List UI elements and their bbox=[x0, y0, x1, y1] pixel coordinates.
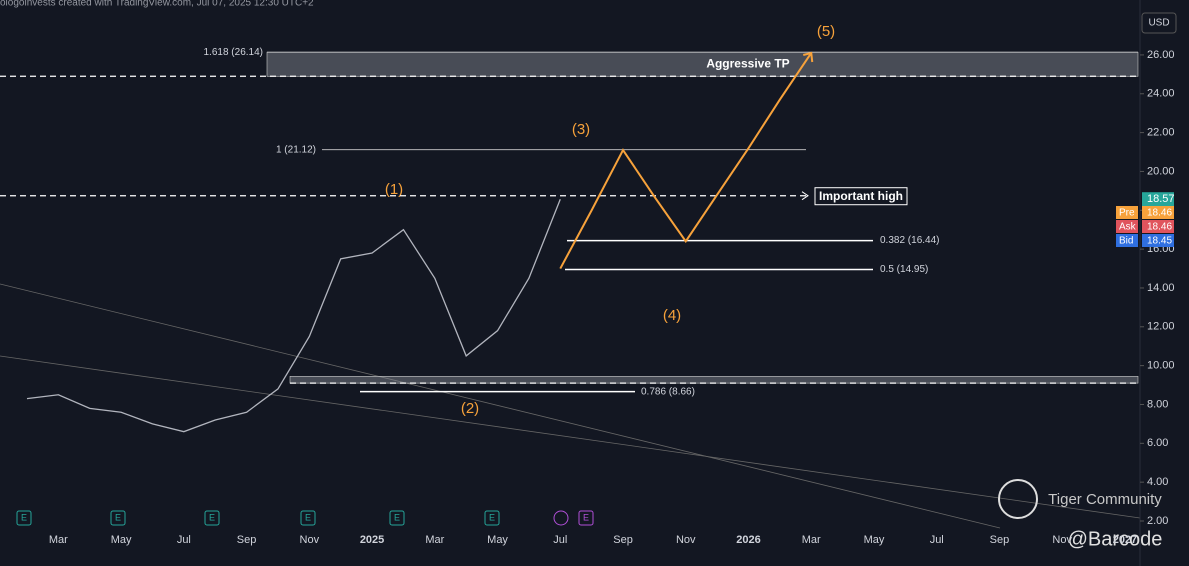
quote-box bbox=[1142, 234, 1174, 247]
earnings-marker: E bbox=[209, 512, 215, 522]
quote-name: Pre bbox=[1119, 208, 1135, 219]
watermark-logo bbox=[998, 479, 1038, 519]
label-box bbox=[814, 187, 908, 206]
currency-box bbox=[1141, 12, 1177, 34]
quote-name: Ask bbox=[1119, 222, 1137, 233]
earnings-box bbox=[204, 510, 220, 526]
quote-name-box bbox=[1116, 206, 1138, 219]
y-tick-label: 14.00 bbox=[1147, 282, 1175, 294]
earnings-box bbox=[16, 510, 32, 526]
quote-box bbox=[1142, 220, 1174, 233]
x-tick-label: Mar bbox=[425, 534, 444, 546]
x-tick-label: Mar bbox=[49, 534, 68, 546]
quote-name-box bbox=[1116, 234, 1138, 247]
x-tick-label: Sep bbox=[237, 534, 257, 546]
y-tick-label: 2.00 bbox=[1147, 515, 1168, 527]
earnings-box bbox=[300, 510, 316, 526]
price-line bbox=[26, 198, 561, 433]
x-tick-label: 2025 bbox=[360, 534, 384, 546]
watermark: @Barcode bbox=[1068, 528, 1163, 550]
x-tick-label: May bbox=[864, 534, 885, 546]
y-tick-label: 26.00 bbox=[1147, 49, 1175, 61]
earnings-marker: E bbox=[21, 512, 27, 522]
wave-label: (3) bbox=[572, 121, 590, 138]
y-tick-label: 6.00 bbox=[1147, 437, 1168, 449]
y-tick-label: 8.00 bbox=[1147, 398, 1168, 410]
level-label: 1 (21.12) bbox=[276, 144, 316, 155]
price-tag-label: 18.57 bbox=[1147, 193, 1175, 205]
earnings-box bbox=[110, 510, 126, 526]
x-tick-label: Jul bbox=[553, 534, 567, 546]
level-label: 0.382 (16.44) bbox=[880, 235, 940, 246]
earnings-marker: E bbox=[489, 512, 495, 522]
arrow-head bbox=[803, 51, 814, 63]
level-label: 1.618 (26.14) bbox=[204, 47, 264, 58]
quote-name: Bid bbox=[1119, 236, 1133, 247]
level-label: 0.786 (8.66) bbox=[641, 386, 695, 397]
quote-box bbox=[1142, 206, 1174, 219]
header: ologoinvests created with TradingView.co… bbox=[0, 0, 314, 9]
dividend-icon bbox=[553, 510, 569, 526]
y-tick-label: 20.00 bbox=[1147, 165, 1175, 177]
quote-label: 18.45 bbox=[1147, 236, 1172, 247]
quote-name-box bbox=[1116, 220, 1138, 233]
quote-label: 18.46 bbox=[1147, 208, 1172, 219]
currency: USD bbox=[1148, 18, 1169, 29]
y-tick-label: 24.00 bbox=[1147, 88, 1175, 100]
zone bbox=[266, 51, 1139, 77]
earnings-box bbox=[484, 510, 500, 526]
x-tick-label: Jul bbox=[177, 534, 191, 546]
earnings-marker: E bbox=[394, 512, 400, 522]
y-tick-label: 12.00 bbox=[1147, 321, 1175, 333]
x-tick-label: Jul bbox=[930, 534, 944, 546]
x-tick-label: May bbox=[487, 534, 508, 546]
x-tick-label: Nov bbox=[676, 534, 696, 546]
trendline bbox=[0, 283, 1001, 529]
x-tick-label: Sep bbox=[990, 534, 1010, 546]
earnings-marker: E bbox=[583, 512, 589, 522]
wave-label: (1) bbox=[385, 181, 403, 198]
wave-label: (5) bbox=[817, 23, 835, 40]
zone bbox=[289, 376, 1139, 384]
x-tick-label: Mar bbox=[802, 534, 821, 546]
earnings-box bbox=[578, 510, 594, 526]
x-tick-label: 2027 bbox=[1113, 534, 1137, 546]
x-tick-label: 2026 bbox=[736, 534, 760, 546]
x-tick-label: May bbox=[111, 534, 132, 546]
watermark: Tiger Community bbox=[1048, 491, 1162, 508]
level-label: 0.5 (14.95) bbox=[880, 264, 928, 275]
quote-label: 18.46 bbox=[1147, 222, 1172, 233]
zone-label: Aggressive TP bbox=[706, 56, 789, 70]
wave-label: (4) bbox=[663, 307, 681, 324]
x-tick-label: Sep bbox=[613, 534, 633, 546]
earnings-box bbox=[389, 510, 405, 526]
x-tick-label: Nov bbox=[300, 534, 320, 546]
price-tag bbox=[1142, 192, 1174, 207]
y-tick-label: 4.00 bbox=[1147, 476, 1168, 488]
arrow-head bbox=[801, 191, 809, 201]
earnings-marker: E bbox=[305, 512, 311, 522]
y-tick-label: 22.00 bbox=[1147, 127, 1175, 139]
trendline bbox=[0, 355, 1141, 519]
important-high-label: Important high bbox=[819, 189, 903, 203]
earnings-marker: E bbox=[115, 512, 121, 522]
wave-label: (2) bbox=[461, 400, 479, 417]
x-tick-label: Nov bbox=[1052, 534, 1072, 546]
y-tick-label: 10.00 bbox=[1147, 360, 1175, 372]
price-line bbox=[559, 52, 813, 270]
